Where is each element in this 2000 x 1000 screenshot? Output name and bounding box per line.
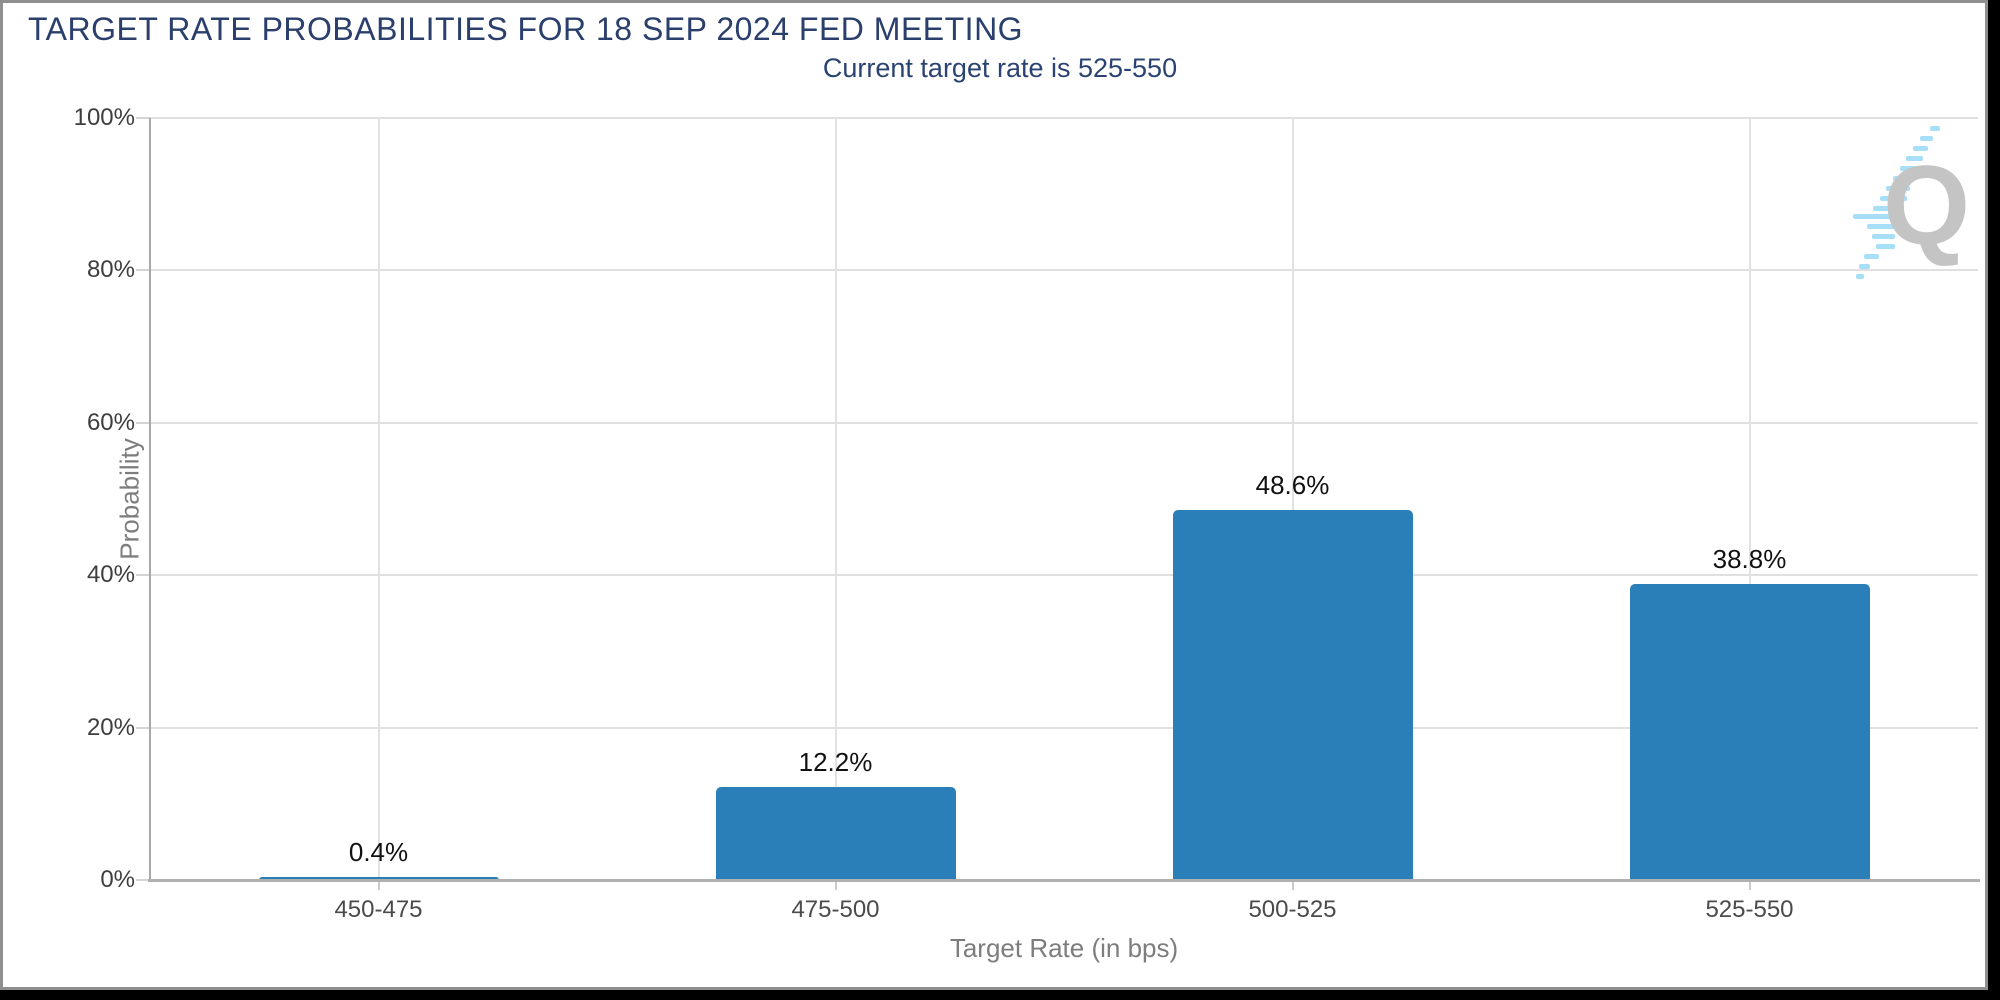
y-tick-mark (136, 269, 150, 272)
watermark-speed-dash (1906, 156, 1923, 161)
x-tick-mark (1291, 880, 1294, 890)
bar-475-500 (715, 787, 956, 880)
v-gridline (1291, 118, 1294, 880)
watermark-speed-dash (1856, 274, 1864, 279)
h-gridline (150, 574, 1978, 577)
watermark-speed-dash (1893, 176, 1914, 181)
watermark-speed-dash (1930, 126, 1940, 131)
y-tick-label: 40% (86, 561, 135, 589)
x-tick-mark (834, 880, 837, 890)
watermark-speed-dash (1900, 166, 1919, 171)
q-logo-watermark: Q (1845, 118, 1970, 288)
watermark-speed-dash (1859, 264, 1870, 269)
y-tick-label: 0% (100, 866, 135, 893)
x-tick-mark (377, 880, 380, 890)
y-tick-label: 100% (73, 104, 135, 131)
v-gridline (834, 118, 837, 880)
y-axis-line (149, 118, 151, 880)
watermark-speed-dash (1876, 244, 1895, 249)
x-tick-label: 450-475 (334, 896, 423, 923)
bar-525-550 (1629, 584, 1870, 880)
watermark-speed-dash (1920, 136, 1933, 141)
watermark-speed-dash (1864, 254, 1879, 259)
watermark-speed-dash (1913, 146, 1928, 151)
chart-subtitle: Current target rate is 525-550 (822, 53, 1178, 83)
watermark-speed-dash (1867, 224, 1897, 229)
x-axis-title: Target Rate (in bps) (949, 933, 1179, 963)
bar-value-label: 38.8% (1712, 544, 1787, 575)
bar-500-525 (1172, 509, 1413, 880)
bar-value-label: 48.6% (1255, 469, 1330, 500)
q-logo-letter: Q (1883, 143, 1971, 268)
watermark-speed-dash (1872, 234, 1895, 239)
watermark-speed-dash (1880, 196, 1907, 201)
x-tick-label: 475-500 (791, 896, 880, 923)
watermark-speed-dash (1886, 186, 1910, 191)
x-tick-label: 525-550 (1705, 896, 1794, 923)
plot-area: Probability Target Rate (in bps) 0% 20% 40… (74, 104, 1980, 963)
h-gridline (150, 726, 1978, 729)
watermark-speed-dash (1873, 206, 1904, 211)
y-tick-mark (136, 726, 150, 729)
x-tick-mark (1748, 880, 1751, 890)
h-gridline (150, 117, 1978, 119)
y-tick-mark (136, 421, 150, 424)
chart-title: TARGET RATE PROBABILITIES FOR 18 SEP 202… (28, 11, 1024, 47)
bar-value-label: 0.4% (348, 836, 409, 867)
y-tick-label: 60% (86, 408, 135, 436)
h-gridline (150, 421, 1978, 424)
y-tick-mark (136, 879, 150, 881)
y-tick-mark (136, 574, 150, 577)
x-tick-label: 500-525 (1248, 896, 1337, 923)
bar-450-475 (258, 876, 499, 880)
v-gridline (377, 118, 380, 880)
h-gridline (150, 269, 1978, 272)
v-gridline (1748, 118, 1751, 880)
y-tick-label: 80% (86, 256, 135, 284)
y-tick-label: 20% (86, 713, 135, 741)
y-tick-mark (136, 117, 150, 119)
bar-value-label: 12.2% (798, 747, 873, 778)
watermark-speed-dash (1853, 214, 1899, 219)
x-axis-line (148, 879, 1980, 882)
